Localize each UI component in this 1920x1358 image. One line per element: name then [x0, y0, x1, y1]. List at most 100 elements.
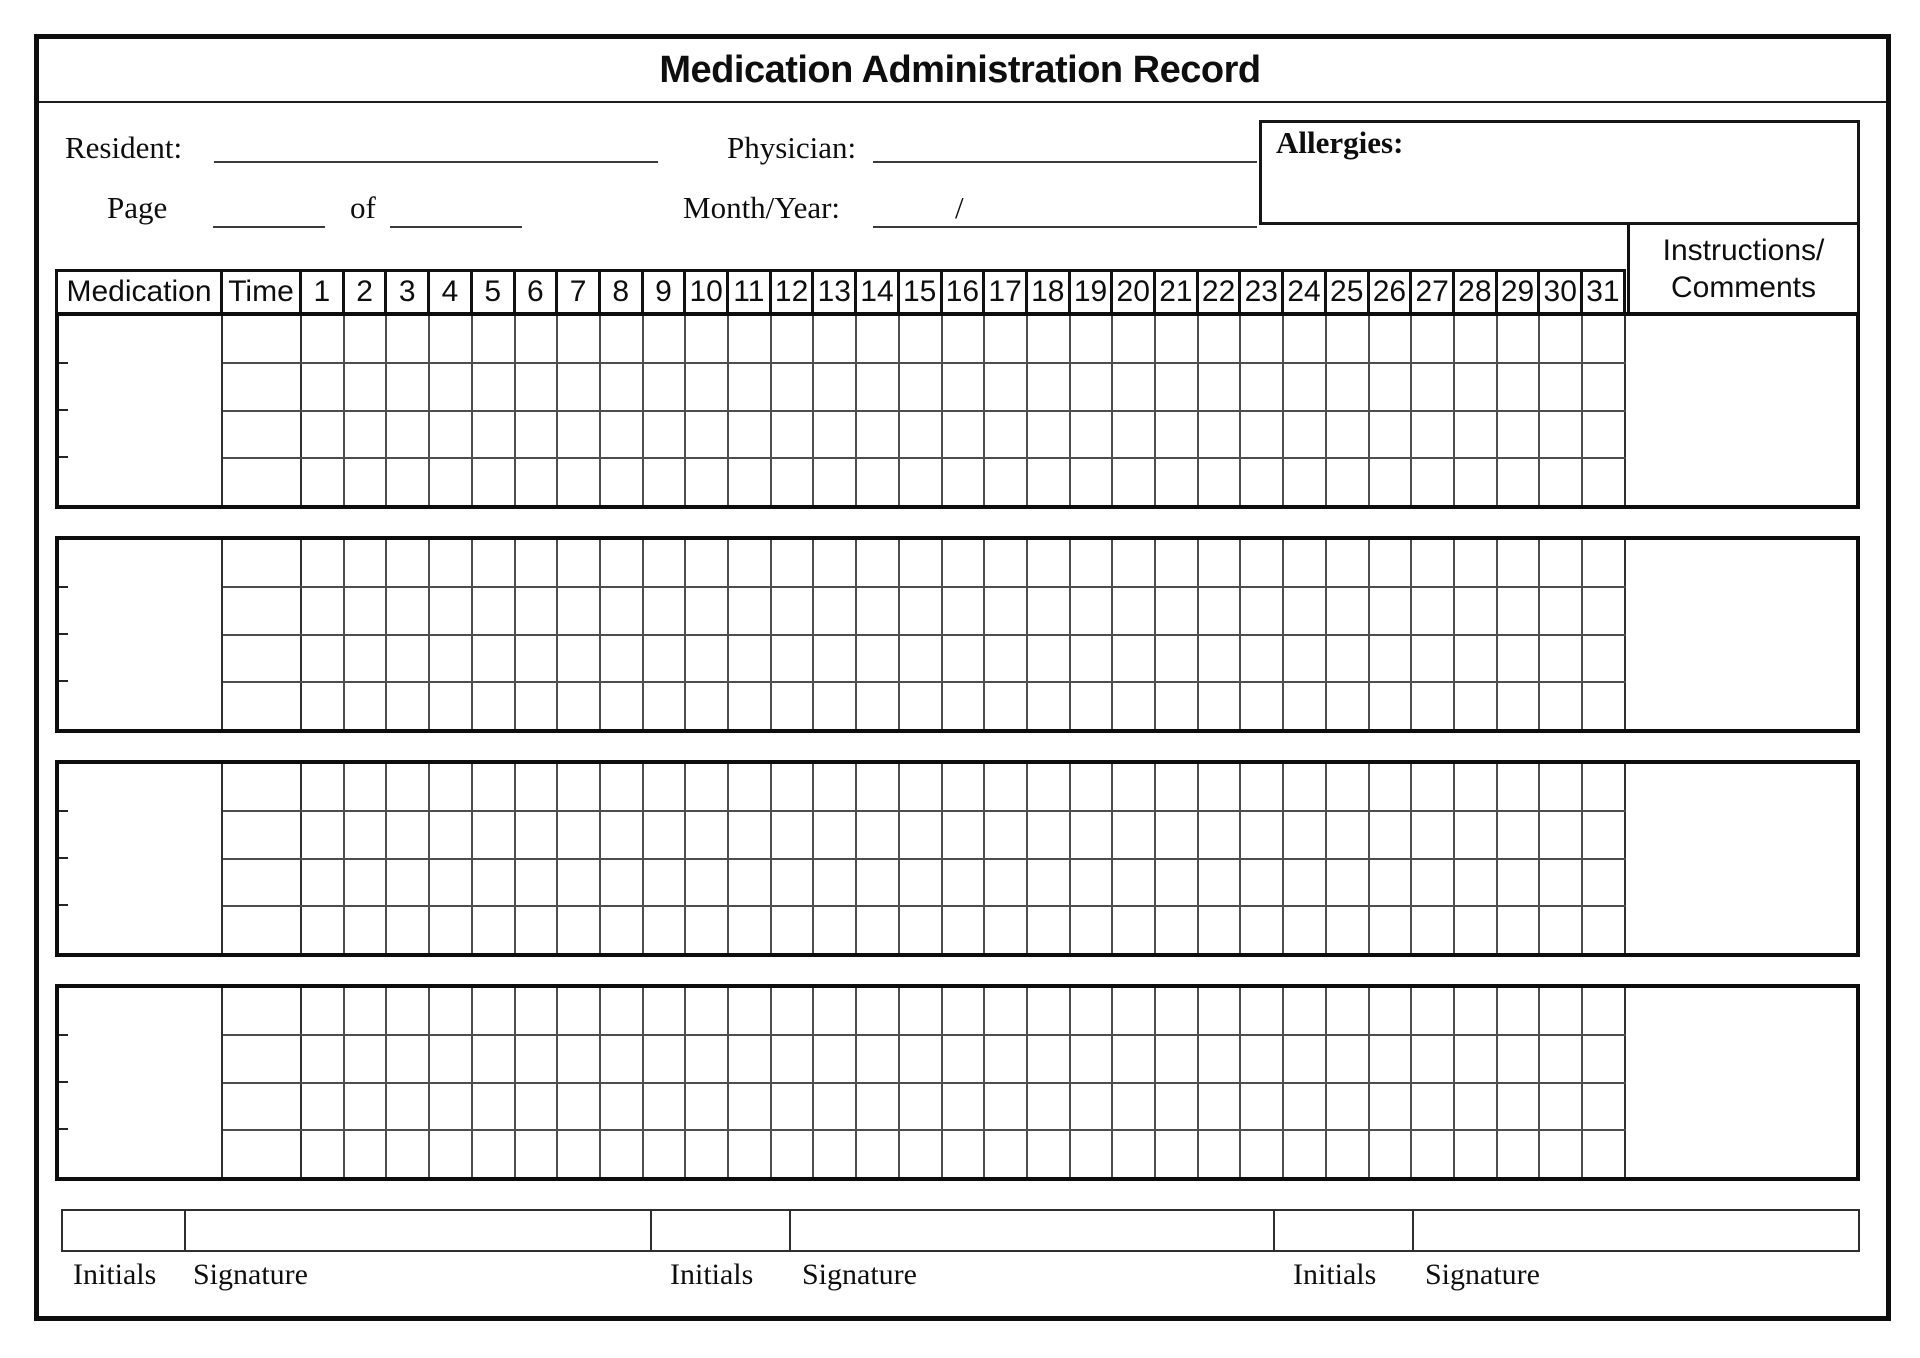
dose-cell[interactable]: [900, 988, 943, 1034]
dose-cell[interactable]: [686, 1131, 730, 1177]
dose-cell[interactable]: [387, 1083, 431, 1130]
dose-cell[interactable]: [516, 859, 559, 906]
dose-cell[interactable]: [1028, 411, 1071, 458]
dose-cell[interactable]: [1540, 811, 1584, 858]
dose-cell[interactable]: [857, 459, 900, 505]
dose-cell[interactable]: [772, 316, 815, 362]
dose-cell[interactable]: [686, 988, 730, 1034]
dose-cell[interactable]: [814, 363, 858, 410]
dose-cell[interactable]: [1113, 764, 1157, 810]
instructions-cell[interactable]: [1626, 316, 1856, 505]
dose-cell[interactable]: [1327, 635, 1370, 682]
dose-cell[interactable]: [1455, 764, 1498, 810]
dose-cell[interactable]: [473, 316, 516, 362]
dose-cell[interactable]: [1412, 859, 1455, 906]
dose-cell[interactable]: [1199, 411, 1242, 458]
dose-cell[interactable]: [1241, 764, 1285, 810]
dose-cell[interactable]: [1412, 587, 1455, 634]
dose-cell[interactable]: [1455, 811, 1498, 858]
dose-cell[interactable]: [1540, 764, 1584, 810]
time-cell[interactable]: [223, 411, 302, 458]
dose-cell[interactable]: [1284, 587, 1327, 634]
dose-cell[interactable]: [1370, 907, 1413, 953]
dose-cell[interactable]: [1412, 411, 1455, 458]
dose-cell[interactable]: [1498, 683, 1541, 729]
dose-cell[interactable]: [985, 1083, 1028, 1130]
physician-input-line[interactable]: [873, 161, 1257, 163]
time-cell[interactable]: [223, 363, 302, 410]
dose-cell[interactable]: [1412, 459, 1455, 505]
dose-cell[interactable]: [900, 1035, 943, 1082]
dose-cell[interactable]: [473, 411, 516, 458]
dose-cell[interactable]: [345, 907, 388, 953]
medication-cell[interactable]: [59, 316, 223, 505]
dose-cell[interactable]: [1412, 316, 1455, 362]
dose-cell[interactable]: [814, 635, 858, 682]
dose-cell[interactable]: [1370, 683, 1413, 729]
dose-cell[interactable]: [387, 411, 431, 458]
time-cell[interactable]: [223, 859, 302, 906]
time-cell[interactable]: [223, 587, 302, 634]
dose-cell[interactable]: [1412, 540, 1455, 586]
dose-cell[interactable]: [985, 764, 1028, 810]
dose-cell[interactable]: [857, 316, 900, 362]
dose-cell[interactable]: [1071, 540, 1114, 586]
dose-cell[interactable]: [900, 540, 943, 586]
dose-cell[interactable]: [985, 316, 1028, 362]
dose-cell[interactable]: [772, 587, 815, 634]
dose-cell[interactable]: [430, 459, 473, 505]
dose-cell[interactable]: [345, 859, 388, 906]
dose-cell[interactable]: [1540, 363, 1584, 410]
dose-cell[interactable]: [943, 907, 986, 953]
dose-cell[interactable]: [644, 411, 687, 458]
dose-cell[interactable]: [772, 1131, 815, 1177]
dose-cell[interactable]: [1455, 411, 1498, 458]
dose-cell[interactable]: [1540, 1131, 1584, 1177]
dose-cell[interactable]: [857, 907, 900, 953]
dose-cell[interactable]: [1327, 411, 1370, 458]
time-cell[interactable]: [223, 988, 302, 1034]
dose-cell[interactable]: [558, 1035, 601, 1082]
dose-cell[interactable]: [1028, 764, 1071, 810]
dose-cell[interactable]: [686, 859, 730, 906]
dose-cell[interactable]: [943, 540, 986, 586]
dose-cell[interactable]: [473, 1131, 516, 1177]
dose-cell[interactable]: [558, 635, 601, 682]
dose-cell[interactable]: [686, 411, 730, 458]
dose-cell[interactable]: [1028, 1035, 1071, 1082]
dose-cell[interactable]: [1199, 764, 1242, 810]
time-cell[interactable]: [223, 683, 302, 729]
dose-cell[interactable]: [943, 1035, 986, 1082]
dose-cell[interactable]: [857, 764, 900, 810]
dose-cell[interactable]: [985, 635, 1028, 682]
dose-cell[interactable]: [772, 1083, 815, 1130]
dose-cell[interactable]: [1370, 1083, 1413, 1130]
dose-cell[interactable]: [729, 988, 772, 1034]
dose-cell[interactable]: [1156, 316, 1199, 362]
instructions-cell[interactable]: [1626, 988, 1856, 1177]
dose-cell[interactable]: [985, 540, 1028, 586]
dose-cell[interactable]: [1498, 1035, 1541, 1082]
dose-cell[interactable]: [558, 683, 601, 729]
time-cell[interactable]: [223, 459, 302, 505]
dose-cell[interactable]: [1455, 540, 1498, 586]
dose-cell[interactable]: [1071, 811, 1114, 858]
dose-cell[interactable]: [1156, 459, 1199, 505]
dose-cell[interactable]: [1199, 459, 1242, 505]
dose-cell[interactable]: [1498, 859, 1541, 906]
dose-cell[interactable]: [1412, 635, 1455, 682]
dose-cell[interactable]: [900, 635, 943, 682]
allergies-field[interactable]: Allergies:: [1259, 120, 1860, 225]
dose-cell[interactable]: [1241, 635, 1285, 682]
dose-cell[interactable]: [729, 907, 772, 953]
dose-cell[interactable]: [729, 635, 772, 682]
dose-cell[interactable]: [430, 316, 473, 362]
dose-cell[interactable]: [900, 859, 943, 906]
time-cell[interactable]: [223, 1083, 302, 1130]
dose-cell[interactable]: [772, 811, 815, 858]
month-year-input-line[interactable]: [873, 226, 1257, 228]
dose-cell[interactable]: [1412, 1131, 1455, 1177]
dose-cell[interactable]: [387, 316, 431, 362]
dose-cell[interactable]: [900, 764, 943, 810]
dose-cell[interactable]: [1327, 859, 1370, 906]
